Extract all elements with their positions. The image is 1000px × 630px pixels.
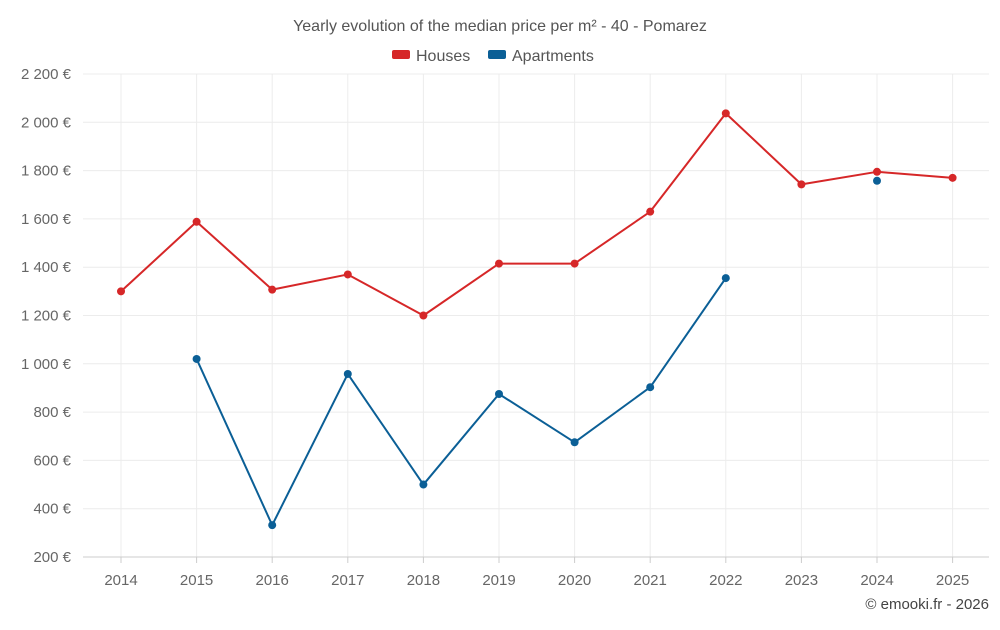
x-tick-label: 2022 xyxy=(709,572,742,589)
data-point-houses[interactable] xyxy=(646,207,655,216)
data-point-houses[interactable] xyxy=(797,180,806,189)
x-tick-label: 2025 xyxy=(936,572,969,589)
data-point-houses[interactable] xyxy=(948,173,957,182)
y-tick-label: 1 600 € xyxy=(21,211,72,228)
x-tick-label: 2018 xyxy=(407,572,440,589)
x-tick-label: 2023 xyxy=(785,572,818,589)
data-point-houses[interactable] xyxy=(268,285,277,294)
legend-label: Apartments xyxy=(512,48,594,65)
data-point-houses[interactable] xyxy=(117,287,125,296)
data-point-houses[interactable] xyxy=(570,259,579,268)
series-apartments xyxy=(192,176,881,530)
data-point-houses[interactable] xyxy=(419,311,428,320)
legend-swatch xyxy=(392,50,410,59)
data-point-houses[interactable] xyxy=(495,259,503,268)
x-tick-label: 2021 xyxy=(634,572,667,589)
data-point-houses[interactable] xyxy=(343,270,352,279)
y-tick-label: 200 € xyxy=(33,549,71,566)
series-layer xyxy=(117,109,957,530)
y-tick-label: 400 € xyxy=(33,501,71,518)
y-tick-label: 1 400 € xyxy=(21,259,72,276)
data-point-apartments[interactable] xyxy=(873,176,881,185)
y-tick-label: 1 000 € xyxy=(21,356,72,373)
data-point-apartments[interactable] xyxy=(343,369,352,378)
data-point-apartments[interactable] xyxy=(268,521,277,530)
data-point-houses[interactable] xyxy=(873,167,881,176)
x-tick-label: 2015 xyxy=(180,572,213,589)
series-houses xyxy=(117,109,957,320)
legend-label: Houses xyxy=(416,48,470,65)
legend-item-apartments[interactable]: Apartments xyxy=(488,48,594,65)
legend-swatch xyxy=(488,50,506,59)
chart-title: Yearly evolution of the median price per… xyxy=(293,18,707,35)
y-tick-label: 800 € xyxy=(33,404,71,421)
x-tick-label: 2024 xyxy=(860,572,893,589)
series-line-apartments xyxy=(195,277,727,527)
axes: 200 € 400 € 600 € 800 € 1 000 € 1 200 € 1 400 … xyxy=(21,66,989,589)
x-tick-label: 2014 xyxy=(104,572,137,589)
data-point-apartments[interactable] xyxy=(721,274,730,283)
data-point-apartments[interactable] xyxy=(646,383,655,392)
legend: Houses Apartments xyxy=(392,48,594,65)
y-tick-label: 1 200 € xyxy=(21,308,72,325)
data-point-houses[interactable] xyxy=(192,217,201,226)
data-point-apartments[interactable] xyxy=(570,438,579,447)
x-tick-label: 2016 xyxy=(256,572,289,589)
data-point-apartments[interactable] xyxy=(192,354,201,363)
y-tick-label: 600 € xyxy=(33,452,71,469)
legend-item-houses[interactable]: Houses xyxy=(392,48,470,65)
x-tick-label: 2019 xyxy=(482,572,515,589)
x-tick-label: 2017 xyxy=(331,572,364,589)
data-point-apartments[interactable] xyxy=(495,389,503,398)
series-line-houses xyxy=(120,112,954,317)
y-tick-label: 2 000 € xyxy=(21,114,72,131)
y-tick-label: 1 800 € xyxy=(21,163,72,180)
data-point-apartments[interactable] xyxy=(419,480,428,489)
x-tick-label: 2020 xyxy=(558,572,591,589)
data-point-houses[interactable] xyxy=(721,109,730,118)
grid xyxy=(83,73,989,557)
credit-text: © emooki.fr - 2026 xyxy=(865,596,989,613)
y-tick-label: 2 200 € xyxy=(21,66,72,83)
